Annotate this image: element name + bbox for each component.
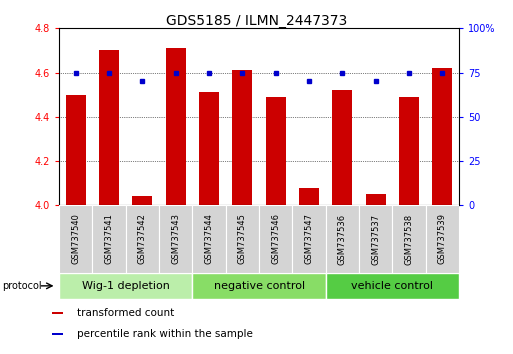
Text: GSM737540: GSM737540 (71, 213, 80, 264)
Bar (59, 273, 192, 299)
Text: percentile rank within the sample: percentile rank within the sample (77, 329, 253, 339)
Bar (399, 97, 419, 205)
Bar (332, 90, 352, 205)
Bar (92, 205, 126, 273)
Bar (266, 97, 286, 205)
Text: GSM737544: GSM737544 (205, 213, 213, 264)
Text: GSM737538: GSM737538 (405, 213, 413, 264)
Bar (366, 194, 386, 205)
Text: GSM737536: GSM737536 (338, 213, 347, 264)
Text: GSM737539: GSM737539 (438, 213, 447, 264)
Bar (166, 48, 186, 205)
Bar (192, 273, 326, 299)
Bar (99, 51, 119, 205)
Text: negative control: negative control (213, 281, 305, 291)
Bar (59, 205, 92, 273)
Bar (299, 188, 319, 205)
Bar (359, 205, 392, 273)
Bar (292, 205, 326, 273)
Text: vehicle control: vehicle control (351, 281, 433, 291)
Bar (192, 205, 226, 273)
Bar (326, 273, 459, 299)
Text: Wig-1 depletion: Wig-1 depletion (82, 281, 170, 291)
Bar (232, 70, 252, 205)
Text: GSM737537: GSM737537 (371, 213, 380, 264)
Text: GSM737541: GSM737541 (105, 213, 113, 264)
Text: GDS5185 / ILMN_2447373: GDS5185 / ILMN_2447373 (166, 14, 347, 28)
Text: GSM737542: GSM737542 (138, 213, 147, 264)
Bar (326, 205, 359, 273)
Bar (259, 205, 292, 273)
Bar (432, 68, 452, 205)
Text: GSM737543: GSM737543 (171, 213, 180, 264)
Text: GSM737547: GSM737547 (305, 213, 313, 264)
Text: GSM737546: GSM737546 (271, 213, 280, 264)
Bar (66, 95, 86, 205)
Bar (226, 205, 259, 273)
Bar (426, 205, 459, 273)
Bar (132, 196, 152, 205)
Bar (199, 92, 219, 205)
Text: GSM737545: GSM737545 (238, 213, 247, 264)
Text: transformed count: transformed count (77, 308, 175, 318)
Bar (52, 312, 63, 314)
Bar (159, 205, 192, 273)
Bar (392, 205, 426, 273)
Text: protocol: protocol (3, 281, 42, 291)
Bar (52, 333, 63, 335)
Bar (126, 205, 159, 273)
